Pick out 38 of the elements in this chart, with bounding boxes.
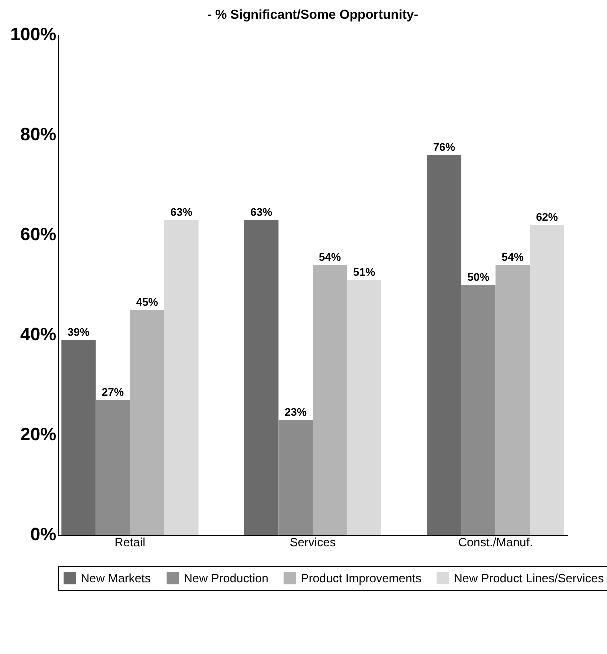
bar (244, 220, 279, 535)
bar (62, 340, 96, 535)
data-label: 45% (136, 297, 159, 309)
data-label: 62% (536, 212, 558, 224)
y-tick-label: 60% (20, 224, 56, 244)
bar (96, 400, 130, 535)
bar (427, 155, 462, 535)
data-label: 63% (170, 207, 193, 219)
y-tick-label: 20% (20, 424, 56, 444)
bar (130, 310, 164, 535)
legend-label: Product Improvements (301, 571, 422, 586)
data-label: 39% (68, 327, 90, 339)
bar (164, 220, 199, 535)
y-tick-label: 100% (10, 24, 56, 44)
x-tick-label: Const./Manuf. (458, 536, 534, 550)
x-tick-label: Services (290, 536, 336, 550)
chart-title: - % Significant/Some Opportunity- (208, 7, 418, 22)
y-tick-label: 80% (20, 124, 56, 144)
data-label: 63% (250, 207, 273, 219)
bar (462, 285, 496, 535)
y-tick-label: 0% (30, 524, 56, 544)
bar (530, 225, 564, 535)
data-label: 54% (319, 252, 342, 264)
data-label: 23% (284, 407, 308, 419)
bar (313, 265, 348, 535)
data-label: 51% (353, 267, 376, 279)
legend-label: New Markets (81, 571, 152, 586)
x-tick-label: Retail (114, 536, 146, 550)
y-tick-label: 40% (20, 324, 56, 344)
data-label: 76% (433, 142, 456, 154)
data-label: 50% (468, 272, 490, 284)
data-label: 27% (102, 387, 124, 399)
legend-label: New Product Lines/Services (454, 571, 604, 586)
legend-label: New Production (184, 571, 269, 586)
bar (347, 280, 382, 535)
bar (496, 265, 530, 535)
bar (278, 420, 313, 535)
data-label: 54% (502, 252, 524, 264)
